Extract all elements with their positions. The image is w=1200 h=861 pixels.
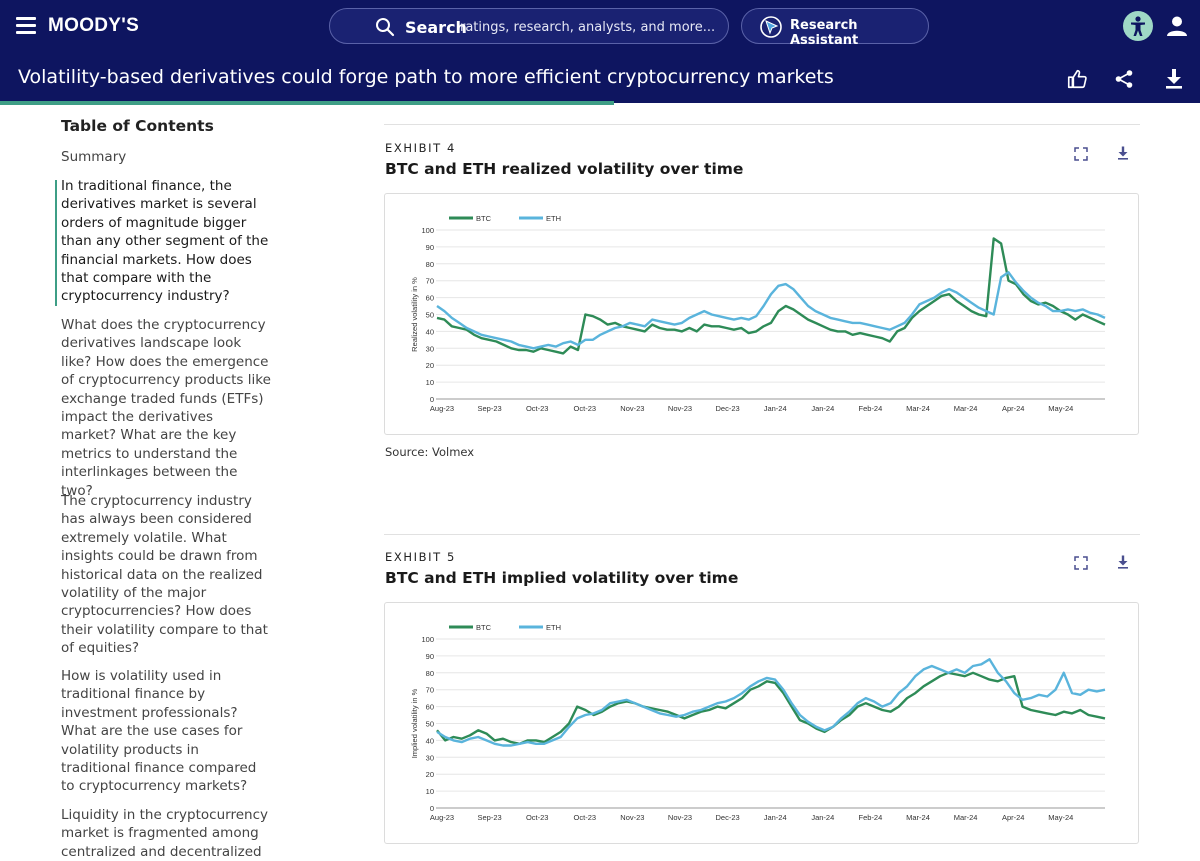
y-tick-label: 10 bbox=[426, 787, 434, 796]
x-tick-label: Jan-24 bbox=[764, 813, 787, 822]
y-tick-label: 30 bbox=[426, 753, 434, 762]
y-tick-label: 70 bbox=[426, 277, 434, 286]
x-tick-label: Feb-24 bbox=[859, 813, 883, 822]
document-title: Volatility-based derivatives could forge… bbox=[18, 66, 834, 88]
x-tick-label: Nov-23 bbox=[620, 813, 644, 822]
reading-progress-bar bbox=[0, 101, 615, 105]
y-tick-label: 50 bbox=[426, 311, 434, 320]
series-line-eth bbox=[436, 271, 1106, 350]
chart-container: 0 10 20 30 40 50 60 70 80 90 100 Aug-23 Sep-23 Oct-23… bbox=[384, 193, 1139, 435]
y-tick-label: 60 bbox=[426, 703, 434, 712]
legend-label-eth: ETH bbox=[546, 623, 561, 632]
user-account-icon[interactable] bbox=[1166, 15, 1188, 37]
y-tick-label: 10 bbox=[426, 378, 434, 387]
x-tick-label: Oct-23 bbox=[526, 404, 549, 413]
toc-item-volatility-use-cases[interactable]: How is volatility used in traditional fi… bbox=[61, 668, 257, 795]
y-tick-label: 20 bbox=[426, 770, 434, 779]
search-input[interactable]: Search ratings, research, analysts, and … bbox=[329, 8, 729, 44]
search-label: Search bbox=[405, 18, 467, 37]
toc-item-volatility-history[interactable]: The cryptocurrency industry has always b… bbox=[61, 493, 268, 657]
toc-item-summary[interactable]: Summary bbox=[61, 149, 127, 165]
legend-label-btc: BTC bbox=[476, 214, 492, 223]
chart-container: 0 10 20 30 40 50 60 70 80 90 100 Aug-23 Sep-23 Oct-23… bbox=[384, 602, 1139, 844]
legend-label-btc: BTC bbox=[476, 623, 492, 632]
x-tick-label: Mar-24 bbox=[906, 404, 930, 413]
x-tick-label: Oct-23 bbox=[526, 813, 549, 822]
research-assistant-label: Research Assistant bbox=[790, 18, 859, 48]
x-tick-label: Nov-23 bbox=[668, 404, 692, 413]
x-tick-label: Apr-24 bbox=[1002, 813, 1025, 822]
toc-active-indicator bbox=[55, 180, 57, 306]
accessibility-icon[interactable] bbox=[1123, 11, 1153, 41]
x-tick-label: May-24 bbox=[1048, 404, 1073, 413]
x-tick-label: Jan-24 bbox=[811, 813, 834, 822]
toc-item-derivatives-market[interactable]: In traditional finance, the derivatives … bbox=[61, 178, 269, 305]
x-tick-label: Nov-23 bbox=[668, 813, 692, 822]
expand-icon[interactable] bbox=[1074, 147, 1088, 161]
x-tick-label: Oct-23 bbox=[574, 404, 597, 413]
y-tick-label: 40 bbox=[426, 736, 434, 745]
chart-source: Source: Volmex bbox=[385, 445, 475, 459]
x-tick-label: Dec-23 bbox=[716, 404, 740, 413]
y-tick-label: 30 bbox=[426, 344, 434, 353]
x-tick-label: Mar-24 bbox=[954, 404, 978, 413]
x-tick-label: Oct-23 bbox=[574, 813, 597, 822]
research-assistant-icon bbox=[760, 16, 782, 38]
y-tick-label: 40 bbox=[426, 327, 434, 336]
x-tick-label: Jan-24 bbox=[764, 404, 787, 413]
download-icon[interactable] bbox=[1164, 68, 1184, 90]
y-tick-label: 100 bbox=[421, 226, 434, 235]
research-assistant-button[interactable]: Research Assistant bbox=[741, 8, 929, 48]
thumbs-up-icon[interactable] bbox=[1066, 68, 1088, 90]
y-axis-label: Realized volatility in % bbox=[410, 277, 419, 352]
exhibit-label: EXHIBIT 5 bbox=[385, 550, 456, 564]
x-tick-label: Sep-23 bbox=[478, 813, 502, 822]
section-divider bbox=[384, 534, 1140, 535]
share-icon[interactable] bbox=[1114, 69, 1134, 89]
search-placeholder: ratings, research, analysts, and more... bbox=[460, 20, 716, 35]
x-tick-label: Mar-24 bbox=[954, 813, 978, 822]
realized-volatility-chart: 0 10 20 30 40 50 60 70 80 90 100 Aug-23 Sep-23 Oct-23… bbox=[410, 214, 1106, 413]
series-line-btc bbox=[436, 237, 1106, 355]
series-line-btc bbox=[436, 671, 1106, 746]
x-tick-label: Jan-24 bbox=[811, 404, 834, 413]
y-tick-label: 0 bbox=[430, 804, 434, 813]
series-line-eth bbox=[436, 658, 1106, 747]
toc-title: Table of Contents bbox=[61, 117, 214, 135]
x-tick-label: Mar-24 bbox=[906, 813, 930, 822]
y-axis-label: Implied volatility in % bbox=[410, 688, 419, 758]
y-tick-label: 50 bbox=[426, 720, 434, 729]
implied-volatility-chart: 0 10 20 30 40 50 60 70 80 90 100 Aug-23 Sep-23 Oct-23… bbox=[410, 623, 1106, 822]
x-tick-label: Dec-23 bbox=[716, 813, 740, 822]
y-tick-label: 100 bbox=[421, 635, 434, 644]
x-tick-label: Aug-23 bbox=[430, 813, 454, 822]
x-tick-label: Nov-23 bbox=[620, 404, 644, 413]
top-navigation-bar: MOODY'S Search ratings, research, analys… bbox=[0, 0, 1200, 103]
x-tick-label: May-24 bbox=[1048, 813, 1073, 822]
exhibit-title: BTC and ETH implied volatility over time bbox=[385, 569, 739, 587]
y-tick-label: 80 bbox=[426, 260, 434, 269]
y-tick-label: 80 bbox=[426, 669, 434, 678]
exhibit-label: EXHIBIT 4 bbox=[385, 141, 456, 155]
x-tick-label: Aug-23 bbox=[430, 404, 454, 413]
x-tick-label: Sep-23 bbox=[478, 404, 502, 413]
toc-item-derivatives-landscape[interactable]: What does the cryptocurrency derivatives… bbox=[61, 317, 271, 499]
y-tick-label: 0 bbox=[430, 395, 434, 404]
chart-download-icon[interactable] bbox=[1117, 146, 1129, 160]
legend-label-eth: ETH bbox=[546, 214, 561, 223]
y-tick-label: 90 bbox=[426, 652, 434, 661]
chart-download-icon[interactable] bbox=[1117, 555, 1129, 569]
y-tick-label: 20 bbox=[426, 361, 434, 370]
exhibit-title: BTC and ETH realized volatility over tim… bbox=[385, 160, 744, 178]
y-tick-label: 90 bbox=[426, 243, 434, 252]
search-icon bbox=[376, 18, 395, 37]
y-tick-label: 60 bbox=[426, 294, 434, 303]
x-tick-label: Feb-24 bbox=[859, 404, 883, 413]
expand-icon[interactable] bbox=[1074, 556, 1088, 570]
section-divider bbox=[384, 124, 1140, 125]
x-tick-label: Apr-24 bbox=[1002, 404, 1025, 413]
hamburger-menu-icon[interactable] bbox=[16, 17, 36, 35]
moodys-logo[interactable]: MOODY'S bbox=[48, 15, 140, 36]
y-tick-label: 70 bbox=[426, 686, 434, 695]
